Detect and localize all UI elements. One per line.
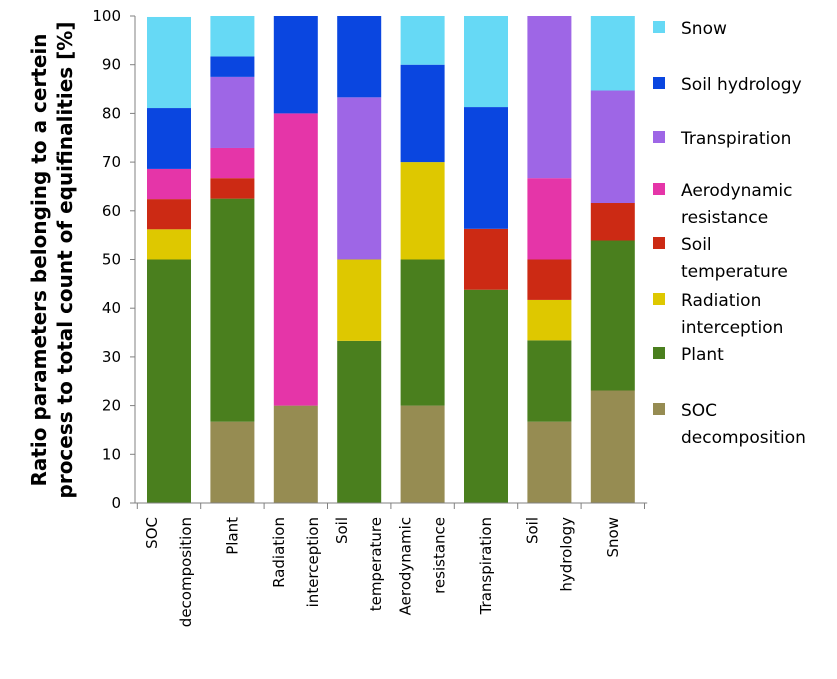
y-tick-label-4: 40 <box>102 299 121 317</box>
y-tick-label-8: 80 <box>102 104 121 122</box>
legend-label-2-1: Soil hydrology <box>681 75 802 95</box>
bar-segment-3-7 <box>273 16 318 114</box>
legend-swatch-4 <box>653 183 665 195</box>
x-category-label-7-2: hydrology <box>557 517 575 592</box>
legend-label-6-1: Radiation <box>681 291 761 311</box>
y-axis-label: Ratio parameters belonging to a certein … <box>27 22 77 499</box>
bar-segment-6-4 <box>464 228 508 290</box>
y-tick-label-10: 100 <box>92 7 121 25</box>
y-tick-label-3: 30 <box>102 348 121 366</box>
bar-segment-1-4 <box>147 199 191 230</box>
legend-swatch-6 <box>653 293 665 305</box>
bar-segment-6-8 <box>464 16 508 108</box>
bar-segment-1-5 <box>147 168 191 200</box>
legend-label-1-1: Snow <box>681 19 727 39</box>
y-axis-label-line-2: process to total count of equifinalities… <box>53 22 77 499</box>
legend-swatch-5 <box>653 237 665 249</box>
bar-segment-8-6 <box>590 90 635 204</box>
legend-label-6-2: interception <box>681 318 783 338</box>
x-category-label-2-1: Plant <box>223 517 241 555</box>
bar-segment-2-5 <box>210 147 255 179</box>
bar-segment-4-6 <box>337 97 382 260</box>
legend-swatch-8 <box>653 403 665 415</box>
bar-segment-7-1 <box>527 421 572 503</box>
y-ticks-group: 0 10 20 30 40 50 60 70 80 90 100 <box>92 7 121 512</box>
legend-swatch-2 <box>653 77 665 89</box>
x-category-label-7-1: Soil <box>523 517 541 544</box>
bar-segment-2-8 <box>210 16 255 57</box>
bar-segment-4-3 <box>337 259 382 341</box>
bar-segment-2-6 <box>210 76 255 148</box>
bar-segment-6-7 <box>464 107 508 229</box>
bar-segment-8-4 <box>590 203 635 241</box>
bar-segment-8-8 <box>590 16 635 91</box>
y-tick-label-7: 70 <box>102 153 121 171</box>
bar-segment-2-4 <box>210 178 255 199</box>
legend-swatch-7 <box>653 347 665 359</box>
x-category-label-5-2: resistance <box>431 517 449 594</box>
legend-label-3-1: Transpiration <box>680 129 791 149</box>
bar-segment-5-2 <box>400 259 445 406</box>
bar-segment-4-2 <box>337 340 382 503</box>
x-category-label-1-2: decomposition <box>177 517 195 627</box>
bar-segment-7-2 <box>527 340 572 422</box>
legend-label-4-2: resistance <box>681 208 768 228</box>
bar-segment-1-7 <box>147 108 191 169</box>
legend-swatch-1 <box>653 21 665 33</box>
bar-segment-3-5 <box>273 113 318 406</box>
bar-segment-7-3 <box>527 299 572 341</box>
bar-segment-5-7 <box>400 64 445 163</box>
bar-segment-2-7 <box>210 56 255 77</box>
legend-label-8-1: SOC <box>681 401 717 421</box>
y-tick-label-5: 50 <box>102 251 121 269</box>
y-tick-label-6: 60 <box>102 202 121 220</box>
x-category-label-4-2: temperature <box>367 517 385 611</box>
bar-segment-1-3 <box>147 229 191 260</box>
x-category-label-6-1: Transpiration <box>477 517 495 615</box>
x-category-label-8-1: Snow <box>604 517 622 557</box>
bar-segment-8-2 <box>590 240 635 391</box>
legend-label-5-2: temperature <box>681 262 788 282</box>
bar-segment-7-5 <box>527 178 572 260</box>
bar-segment-7-4 <box>527 259 572 300</box>
bar-segment-2-1 <box>210 421 255 503</box>
x-category-label-3-1: Radiation <box>270 517 288 588</box>
bar-segment-8-1 <box>590 390 635 503</box>
y-tick-label-2: 20 <box>102 397 121 415</box>
x-category-label-4-1: Soil <box>333 517 351 544</box>
y-tick-label-0: 0 <box>111 494 121 512</box>
bar-segment-5-3 <box>400 162 445 260</box>
bar-segment-5-8 <box>400 16 445 65</box>
legend-label-7-1: Plant <box>681 345 724 365</box>
x-category-label-1-1: SOC <box>143 517 161 549</box>
x-category-label-5-1: Aerodynamic <box>397 517 415 615</box>
y-tick-label-9: 90 <box>102 56 121 74</box>
bar-segment-7-6 <box>527 16 572 179</box>
axes-group <box>130 15 648 509</box>
legend-label-4-1: Aerodynamic <box>681 181 792 201</box>
bar-segment-1-2 <box>147 259 191 503</box>
bar-segment-4-7 <box>337 16 382 98</box>
x-category-label-3-2: interception <box>304 517 322 607</box>
legend: Snow Soil hydrology Transpiration Aerodynam… <box>653 19 806 448</box>
legend-label-8-2: decomposition <box>681 428 806 448</box>
bar-segment-2-2 <box>210 198 255 422</box>
bar-segment-3-1 <box>273 405 318 503</box>
x-categories-group: SOC decomposition Plant Radiation intercepti… <box>143 517 622 627</box>
legend-swatch-3 <box>653 131 665 143</box>
bars-group <box>147 16 635 503</box>
bar-segment-6-2 <box>464 289 508 503</box>
bar-segment-1-8 <box>147 16 191 109</box>
bar-segment-5-1 <box>400 405 445 503</box>
y-tick-label-1: 10 <box>102 445 121 463</box>
legend-label-5-1: Soil <box>681 235 712 255</box>
y-axis-label-line-1: Ratio parameters belonging to a certein <box>27 33 51 486</box>
